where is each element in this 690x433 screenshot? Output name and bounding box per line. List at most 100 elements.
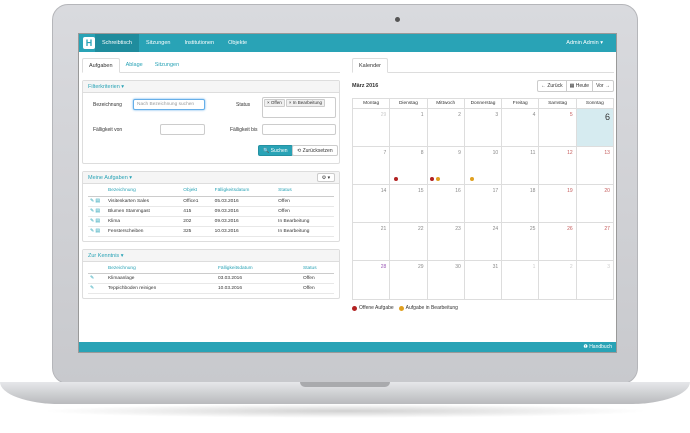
zur-kenntnis-title[interactable]: Zur Kenntnis ▾	[83, 249, 339, 262]
calendar-day[interactable]: 1	[501, 261, 538, 299]
tab-aufgaben[interactable]: Aufgaben	[82, 58, 120, 73]
day-number: 5	[569, 112, 573, 118]
calendar-day[interactable]: 16	[426, 185, 464, 222]
calendar-day[interactable]: 1	[389, 109, 426, 146]
nav-item-sitzungen[interactable]: Sitzungen	[145, 40, 171, 46]
table-row[interactable]: ✎ Teppichboden reinigen 10.03.2016 Offen	[88, 283, 334, 294]
edit-icon[interactable]: ✎	[90, 276, 95, 281]
calendar-day[interactable]: 9	[426, 147, 464, 184]
edit-icon[interactable]: ✎	[90, 198, 95, 204]
column-header[interactable]: Status	[276, 186, 334, 197]
day-number: 9	[458, 150, 461, 156]
tab-ablage[interactable]: Ablage	[125, 62, 143, 68]
cell-objekt: 202	[181, 216, 213, 227]
calendar-day[interactable]: 2	[426, 109, 464, 146]
calendar-day[interactable]: 29	[353, 109, 389, 146]
calendar-day[interactable]: 31	[463, 261, 501, 299]
cell-bezeichnung: Klimaanlage	[106, 273, 216, 284]
table-row[interactable]: ✎ ▤ Fensterscheiben 325 10.03.2016 In Be…	[88, 226, 334, 237]
day-number: 1	[420, 112, 424, 118]
cell-datum: 09.03.2016	[212, 206, 277, 217]
calendar-day[interactable]: 15	[389, 185, 426, 222]
calendar-day[interactable]: 25	[501, 223, 538, 260]
calendar-day[interactable]: 3	[463, 109, 501, 146]
status-tag-in-bearbeitung[interactable]: × In Bearbeitung	[285, 99, 325, 107]
calendar-day[interactable]: 19	[538, 185, 575, 222]
calendar-day[interactable]: 30	[426, 261, 464, 299]
delete-icon[interactable]: ▤	[95, 218, 100, 224]
calendar-day[interactable]: 7	[353, 147, 389, 184]
calendar-day[interactable]: 17	[463, 185, 501, 222]
edit-icon[interactable]: ✎	[90, 218, 95, 224]
nav-item-objekte[interactable]: Objekte	[228, 40, 248, 46]
calendar-day-today[interactable]: 6	[575, 109, 613, 146]
calendar-day[interactable]: 11	[501, 147, 538, 184]
column-header[interactable]: Fälligkeitsdatum	[216, 263, 301, 274]
cell-datum: 10.03.2016	[216, 283, 301, 294]
cell-bezeichnung: Visitenkarten Sales	[106, 196, 182, 207]
delete-icon[interactable]: ▤	[95, 198, 100, 204]
calendar-day[interactable]: 13	[575, 147, 613, 184]
cell-objekt: 415	[181, 206, 213, 217]
table-row[interactable]: ✎ Klimaanlage 03.03.2016 Offen	[88, 273, 334, 284]
edit-icon[interactable]: ✎	[90, 208, 95, 214]
calendar-day[interactable]: 22	[389, 223, 426, 260]
column-header[interactable]: Objekt	[181, 186, 213, 197]
legend-label: Offene Aufgabe	[359, 305, 394, 311]
search-button[interactable]: 🔍 Suchen	[258, 145, 293, 156]
column-header[interactable]: Fälligkeitsdatum	[212, 186, 277, 197]
calendar-day[interactable]: 23	[426, 223, 464, 260]
user-menu[interactable]: Admin Admin ▾	[566, 40, 603, 46]
open-task-marker[interactable]	[394, 177, 399, 181]
table-row[interactable]: ✎ ▤ Visitenkarten Sales Office1 05.03.20…	[88, 196, 334, 207]
gear-dropdown-button[interactable]: ⚙ ▾	[317, 173, 335, 182]
column-header[interactable]: Bezeichnung	[106, 186, 182, 197]
calendar-day[interactable]: 26	[538, 223, 575, 260]
calendar-day[interactable]: 8	[389, 147, 426, 184]
open-task-marker[interactable]	[429, 177, 434, 181]
calendar-next-button[interactable]: Vor →	[592, 79, 614, 92]
faelligkeit-bis-input[interactable]	[262, 124, 336, 135]
in-progress-task-marker[interactable]	[469, 177, 474, 181]
calendar-day[interactable]: 18	[501, 185, 538, 222]
column-header[interactable]: Bezeichnung	[106, 263, 216, 274]
calendar-day[interactable]: 14	[353, 185, 389, 222]
calendar-day[interactable]: 21	[353, 223, 389, 260]
calendar-prev-button[interactable]: ← Zurück	[536, 79, 567, 92]
bezeichnung-input[interactable]: Nach Bezeichnung suchen	[133, 99, 205, 110]
calendar-day[interactable]: 29	[389, 261, 426, 299]
tab-sitzungen[interactable]: Sitzungen	[154, 62, 180, 68]
table-row[interactable]: ✎ ▤ Blumen Stammgast 415 09.03.2016 Offe…	[88, 206, 334, 217]
handbuch-link[interactable]: ❶ Handbuch	[583, 344, 612, 350]
reset-button[interactable]: ⟲ Zurücksetzen	[292, 145, 338, 156]
delete-icon[interactable]: ▤	[95, 228, 100, 234]
faelligkeit-von-input[interactable]	[160, 124, 205, 135]
calendar-day[interactable]: 3	[575, 261, 613, 299]
calendar-day[interactable]: 4	[501, 109, 538, 146]
column-header[interactable]: Status	[301, 263, 334, 274]
calendar-day[interactable]: 2	[538, 261, 575, 299]
in-progress-task-marker[interactable]	[435, 177, 440, 181]
calendar-day[interactable]: 27	[575, 223, 613, 260]
calendar-day[interactable]: 10	[463, 147, 501, 184]
calendar-today-button[interactable]: ▦ Heute	[565, 79, 594, 92]
main-content: Aufgaben Ablage Sitzungen Filterkriterie…	[79, 52, 616, 342]
status-multiselect[interactable]: × Offen × In Bearbeitung	[262, 97, 336, 118]
calendar-day[interactable]: 28	[353, 261, 389, 299]
edit-icon[interactable]: ✎	[90, 228, 95, 234]
filter-panel-title[interactable]: Filterkriterien ▾	[83, 81, 339, 93]
status-tag-offen[interactable]: × Offen	[264, 99, 285, 107]
edit-icon[interactable]: ✎	[90, 286, 95, 291]
table-row[interactable]: ✎ ▤ Klima 202 09.03.2016 In Bearbeitung	[88, 216, 334, 227]
nav-item-institutionen[interactable]: Institutionen	[184, 40, 215, 46]
calendar-day[interactable]: 20	[575, 185, 613, 222]
calendar-day[interactable]: 24	[463, 223, 501, 260]
nav-item-schreibtisch[interactable]: Schreibtisch	[95, 34, 139, 52]
calendar-day[interactable]: 5	[538, 109, 575, 146]
meine-aufgaben-title-label[interactable]: Meine Aufgaben ▾	[88, 175, 133, 181]
delete-icon[interactable]: ▤	[95, 208, 100, 214]
day-number: 24	[492, 226, 499, 232]
tab-kalender[interactable]: Kalender	[352, 58, 389, 73]
app-logo[interactable]: H	[83, 37, 95, 49]
calendar-day[interactable]: 12	[538, 147, 575, 184]
